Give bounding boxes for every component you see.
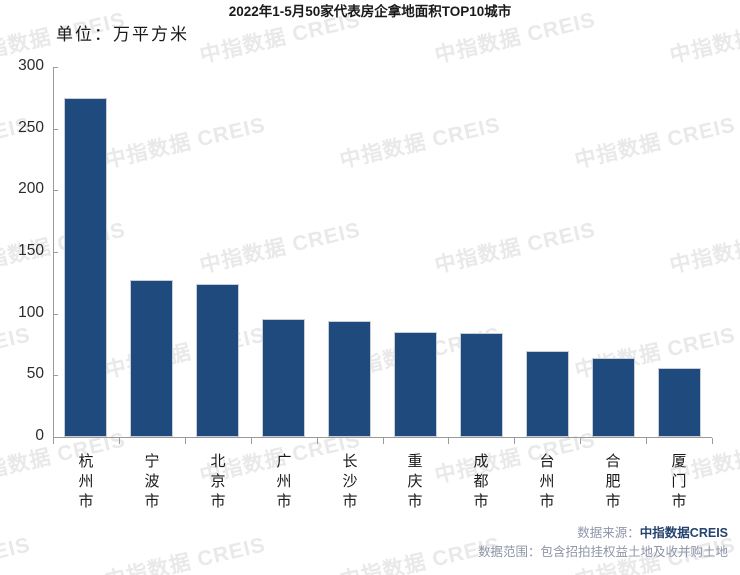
x-axis-label: 台州市 <box>532 452 562 512</box>
x-axis-label-char: 京 <box>210 474 226 490</box>
x-axis-label: 重庆市 <box>400 452 430 512</box>
y-tick-label: 250 <box>18 118 44 136</box>
x-axis-label-char: 市 <box>144 494 160 510</box>
bar[interactable] <box>460 333 503 437</box>
x-axis-label: 合肥市 <box>598 452 628 512</box>
x-axis-line <box>53 437 712 438</box>
x-axis-label-char: 重 <box>407 454 423 470</box>
y-tick-mark <box>53 437 58 438</box>
x-axis-label-char: 市 <box>473 494 489 510</box>
x-axis-label-char: 庆 <box>407 474 423 490</box>
chart-title: 2022年1-5月50家代表房企拿地面积TOP10城市 <box>228 4 512 19</box>
y-tick-mark <box>53 313 58 315</box>
x-axis-label: 厦门市 <box>664 452 694 512</box>
footer-source-value: 中指数据CREIS <box>639 526 728 540</box>
x-axis-label-char: 厦 <box>671 454 687 470</box>
x-tick-mark <box>580 438 581 444</box>
bar[interactable] <box>64 98 107 437</box>
x-axis-label-char: 州 <box>276 474 292 490</box>
x-tick-mark <box>119 438 120 444</box>
x-axis-label-char: 门 <box>671 474 687 490</box>
x-axis-label-char: 都 <box>473 474 489 490</box>
x-axis-label-char: 广 <box>276 454 292 470</box>
y-tick-label: 150 <box>18 242 44 259</box>
bar[interactable] <box>196 284 239 437</box>
x-axis-label-char: 宁 <box>144 454 160 470</box>
x-axis-label: 北京市 <box>203 452 233 512</box>
bar[interactable] <box>262 319 305 437</box>
bar[interactable] <box>592 358 635 437</box>
x-axis-label-char: 市 <box>539 494 555 510</box>
x-axis-label: 广州市 <box>269 452 299 512</box>
y-tick-label: 200 <box>18 180 44 198</box>
y-tick-label: 300 <box>18 57 44 74</box>
x-tick-mark <box>514 438 515 444</box>
x-tick-mark <box>53 438 54 444</box>
bar[interactable] <box>328 321 371 437</box>
x-tick-mark <box>646 438 647 444</box>
x-axis-label-char: 市 <box>276 494 292 510</box>
x-tick-mark <box>712 438 713 444</box>
y-tick-label: 100 <box>18 303 44 321</box>
x-axis-label: 杭州市 <box>71 452 101 512</box>
bar[interactable] <box>526 351 569 437</box>
y-tick-mark <box>53 375 58 377</box>
y-tick-mark <box>53 67 58 68</box>
x-tick-mark <box>383 438 384 444</box>
x-axis-label-char: 杭 <box>78 454 94 470</box>
x-axis-label-char: 市 <box>210 494 226 510</box>
footer-scope-line: 数据范围：包含招拍挂权益土地及收并购土地 <box>477 545 728 559</box>
bar[interactable] <box>658 368 701 437</box>
x-axis-label-char: 肥 <box>605 474 621 490</box>
x-axis-label-char: 北 <box>210 454 226 470</box>
x-axis-label-char: 成 <box>473 454 489 470</box>
x-axis-label-char: 州 <box>78 474 94 490</box>
footer-source-line: 数据来源：中指数据CREIS <box>478 524 728 543</box>
footer: 数据来源：中指数据CREIS 数据范围：包含招拍挂权益土地及收并购土地 <box>478 524 728 562</box>
x-axis-label-char: 沙 <box>342 474 358 490</box>
x-tick-mark <box>185 438 186 444</box>
y-tick-label: 50 <box>26 365 44 383</box>
y-tick-mark <box>53 128 58 130</box>
x-axis-label-char: 市 <box>78 494 94 510</box>
y-tick-label: 0 <box>35 427 44 444</box>
bar[interactable] <box>394 332 437 437</box>
x-axis-label-char: 合 <box>605 454 621 470</box>
x-tick-mark <box>251 438 252 444</box>
x-axis-label: 长沙市 <box>335 452 365 512</box>
x-axis-label-char: 州 <box>539 474 555 490</box>
x-axis-label: 成都市 <box>466 452 496 512</box>
x-axis-label-char: 市 <box>605 494 621 510</box>
x-axis-label-char: 波 <box>144 474 160 490</box>
x-tick-mark <box>317 438 318 444</box>
x-axis-label-char: 市 <box>342 494 358 510</box>
x-axis-label-char: 长 <box>342 454 358 470</box>
x-axis-label-char: 市 <box>407 494 423 510</box>
x-axis-label-char: 市 <box>671 494 687 510</box>
y-tick-mark <box>53 252 58 253</box>
x-axis-label: 宁波市 <box>137 452 167 512</box>
unit-label: 单位：万平方米 <box>56 25 189 44</box>
x-axis-label-char: 台 <box>539 454 555 470</box>
bar[interactable] <box>130 280 173 437</box>
x-tick-mark <box>448 438 449 444</box>
footer-source-label: 数据来源： <box>577 526 640 540</box>
y-tick-mark <box>53 190 58 192</box>
